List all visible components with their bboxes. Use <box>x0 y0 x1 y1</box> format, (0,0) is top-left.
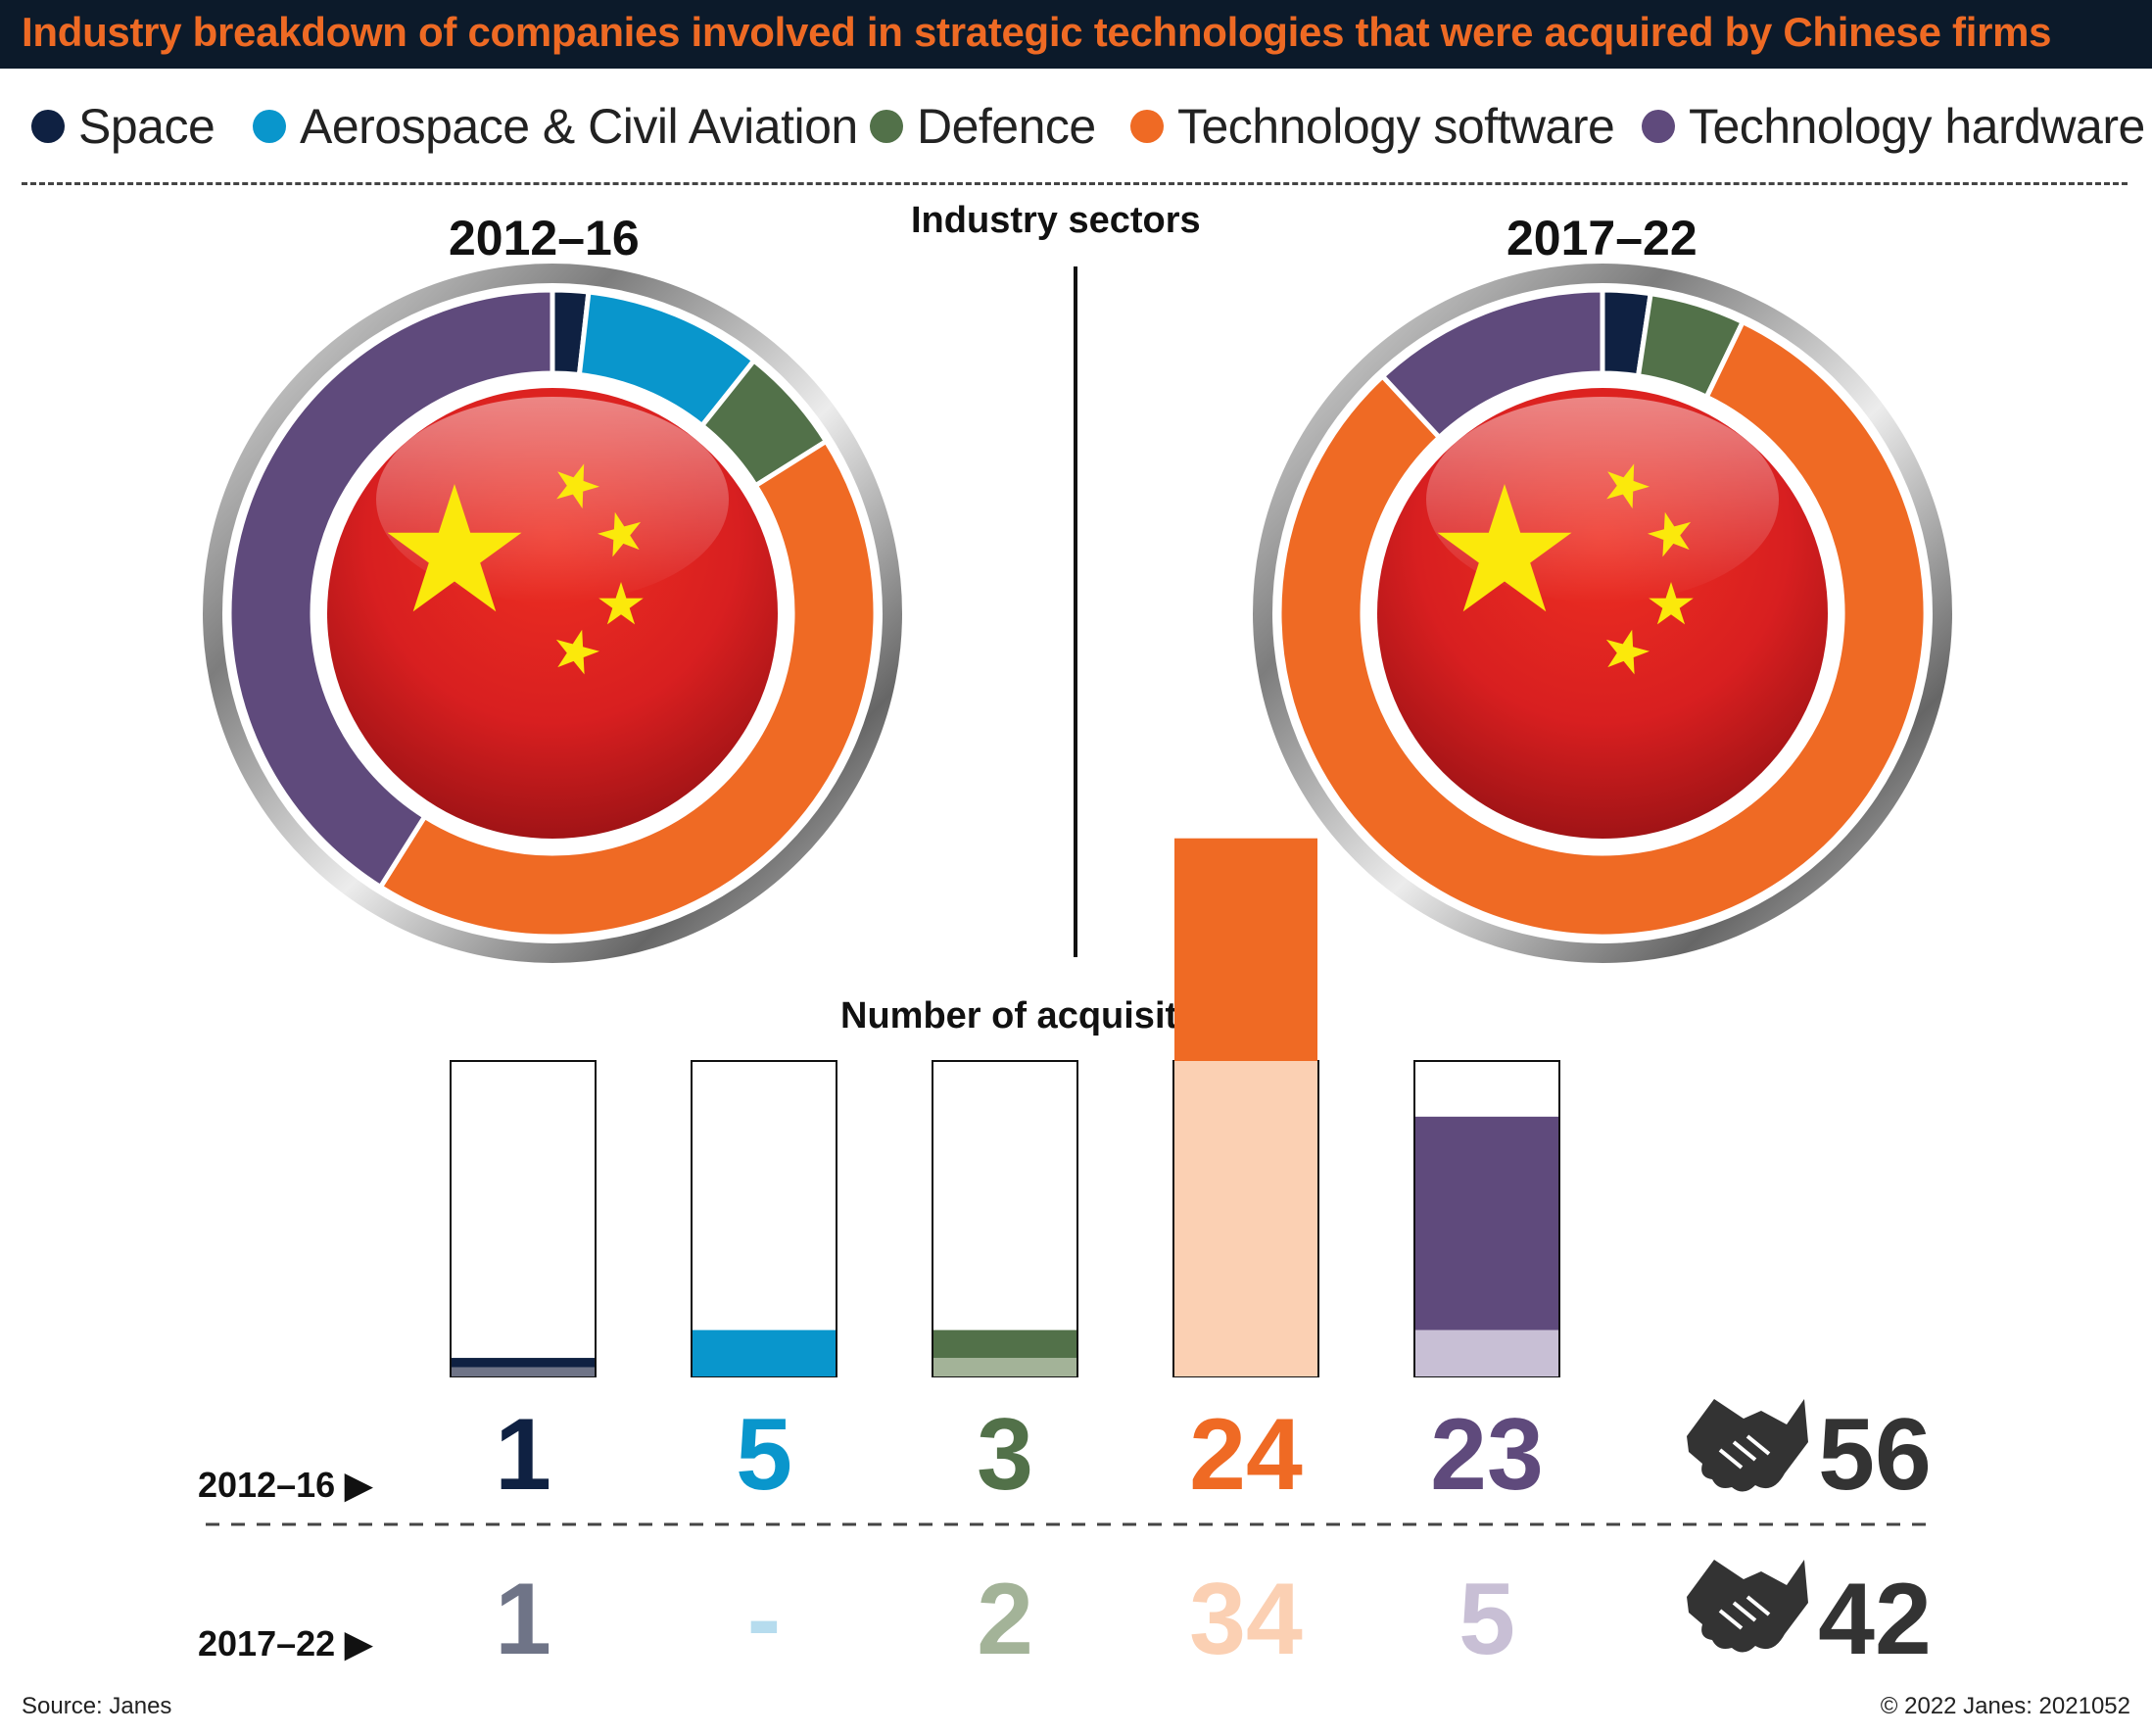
bar-2012-16-space <box>452 1358 595 1368</box>
legend-swatch-technology-hardware <box>1642 110 1675 143</box>
value-label-2017-22-technology-hardware: 5 <box>1459 1563 1515 1676</box>
donut-left <box>203 264 902 963</box>
source-note: Source: Janes <box>22 1693 172 1719</box>
industry-sectors-heading: Industry sectors <box>911 200 1201 241</box>
legend-label-defence: Defence <box>917 99 1096 154</box>
legend-item-technology-hardware: Technology hardware <box>1642 98 2145 155</box>
bar-2017-22-defence <box>933 1358 1076 1376</box>
donut-right-slice-technology-software <box>1276 318 1929 940</box>
bar-2012-16-defence <box>933 1329 1076 1359</box>
value-label-2017-22-aerospace-civil-aviation: - <box>747 1563 782 1676</box>
row2-label: 2017–22 ▶ <box>198 1623 373 1664</box>
donut-left-slice-technology-software <box>376 437 879 940</box>
value-label-2012-16-technology-software: 24 <box>1189 1398 1303 1512</box>
donut-left-slice-technology-hardware <box>226 287 555 891</box>
flag-star-small <box>1606 463 1650 509</box>
china-flag-icon <box>327 388 778 839</box>
legend-swatch-defence <box>870 110 903 143</box>
flag-star-small <box>1648 511 1692 557</box>
bar-2012-16-technology-software <box>1174 838 1317 1061</box>
flag-star-small <box>1649 582 1694 625</box>
legend-item-space: Space <box>31 98 215 155</box>
flag-star-small <box>598 582 644 625</box>
legend-label-technology-software: Technology software <box>1177 99 1615 154</box>
legend: Space Aerospace & Civil Aviation Defence… <box>0 69 2152 186</box>
legend-label-technology-hardware: Technology hardware <box>1689 99 2145 154</box>
center-divider <box>1074 266 1077 957</box>
bar-frame-defence <box>932 1060 1078 1377</box>
bar-2012-16-technology-hardware <box>1415 1116 1558 1330</box>
bar-frame-space <box>450 1060 597 1377</box>
legend-swatch-aerospace <box>253 110 286 143</box>
legend-divider <box>22 182 2128 185</box>
title-bar: Industry breakdown of companies involved… <box>0 0 2152 69</box>
row2-total-value: 42 <box>1818 1563 1932 1676</box>
flag-star-large <box>1437 484 1572 612</box>
handshake-icon <box>1687 1399 1808 1492</box>
value-label-2017-22-defence: 2 <box>977 1563 1033 1676</box>
donut-heading-right: 2017–22 <box>1506 211 1698 265</box>
row2-total: 42 <box>1687 1560 1932 1676</box>
flag-star-small <box>598 511 642 557</box>
value-label-2012-16-aerospace-civil-aviation: 5 <box>736 1398 792 1512</box>
value-label-2017-22-technology-software: 34 <box>1189 1563 1303 1676</box>
bar-2012-16-aerospace-civil-aviation <box>693 1329 836 1376</box>
legend-item-aerospace: Aerospace & Civil Aviation <box>253 98 858 155</box>
flag-star-large <box>387 484 522 612</box>
copyright-note: © 2022 Janes: 2021052 <box>1880 1693 2130 1719</box>
chart-title: Industry breakdown of companies involved… <box>22 9 2052 55</box>
legend-item-technology-software: Technology software <box>1130 98 1615 155</box>
handshake-icon <box>1687 1560 1808 1653</box>
bar-2017-22-technology-hardware <box>1415 1329 1558 1376</box>
row1-total-value: 56 <box>1818 1398 1932 1512</box>
legend-label-space: Space <box>78 99 215 154</box>
value-label-2012-16-space: 1 <box>495 1398 551 1512</box>
legend-swatch-space <box>31 110 65 143</box>
row1-label: 2012–16 ▶ <box>198 1465 373 1505</box>
donut-heading-left: 2012–16 <box>449 211 640 265</box>
donut-right <box>1253 264 1952 963</box>
legend-item-defence: Defence <box>870 98 1096 155</box>
value-label-2017-22-space: 1 <box>495 1563 551 1676</box>
legend-label-aerospace: Aerospace & Civil Aviation <box>300 99 858 154</box>
legend-swatch-technology-software <box>1130 110 1164 143</box>
bar-2017-22-space <box>452 1367 595 1376</box>
flag-star-small <box>1605 629 1650 675</box>
value-label-2012-16-defence: 3 <box>977 1398 1033 1512</box>
donut-right-slice-technology-hardware <box>1379 287 1605 441</box>
value-label-2012-16-technology-hardware: 23 <box>1430 1398 1544 1512</box>
flag-star-small <box>555 629 599 675</box>
bar-2017-22-technology-software <box>1174 1061 1317 1376</box>
china-flag-icon <box>1377 388 1828 839</box>
flag-star-small <box>556 463 599 509</box>
bar-frame-aerospace-civil-aviation <box>691 1060 837 1377</box>
row1-total: 56 <box>1687 1398 1932 1512</box>
